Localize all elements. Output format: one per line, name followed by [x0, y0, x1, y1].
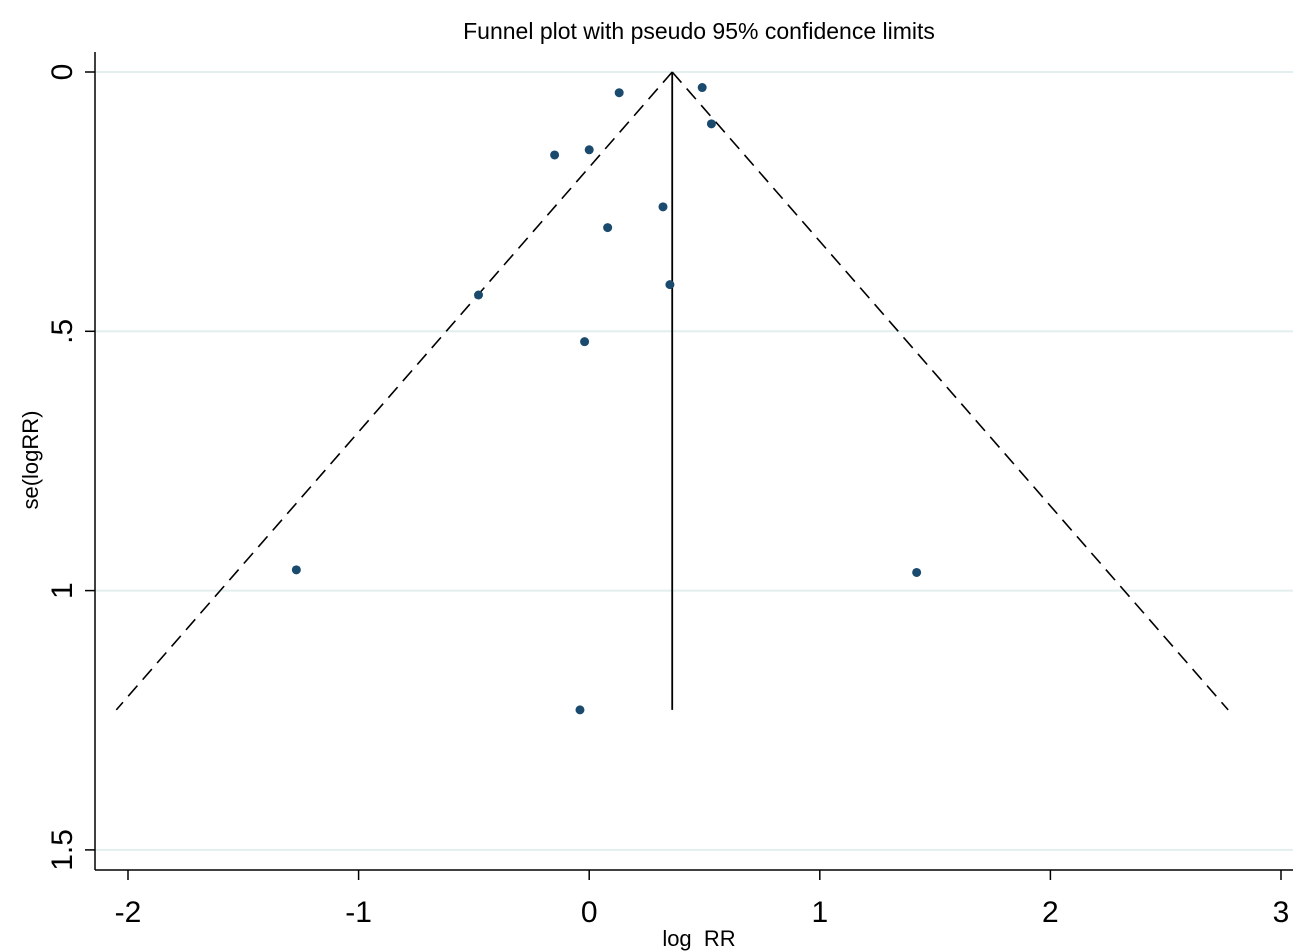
study-point [603, 223, 613, 233]
study-point [665, 280, 675, 290]
study-point [550, 150, 560, 160]
tick-labels: 0 .5 1 1.5 -2 -1 0 1 2 3 [46, 64, 1289, 929]
study-point [912, 567, 922, 577]
x-tick-label: -1 [345, 896, 372, 929]
study-point [575, 705, 585, 715]
axes [85, 52, 1293, 880]
y-tick-label: 1 [46, 582, 79, 599]
study-point [614, 88, 624, 98]
lower-confidence-limit [115, 71, 673, 711]
chart-title: Funnel plot with pseudo 95% confidence l… [463, 18, 935, 44]
x-tick-label: -2 [115, 896, 142, 929]
data-points [291, 83, 922, 715]
study-point [580, 337, 590, 347]
y-tick-label: .5 [46, 319, 79, 344]
y-tick-label: 1.5 [46, 829, 79, 871]
upper-confidence-limit [671, 71, 1229, 711]
x-axis-title: log RR [662, 926, 735, 951]
study-point [584, 145, 594, 155]
grid-lines [95, 71, 1293, 851]
funnel-lines [115, 71, 1229, 711]
x-tick-label: 0 [581, 896, 598, 929]
y-axis-title: se(logRR) [18, 410, 43, 509]
study-point [658, 202, 668, 212]
y-tick-label: 0 [46, 64, 79, 81]
study-point [474, 290, 484, 300]
study-point [697, 83, 707, 93]
x-tick-label: 3 [1273, 896, 1290, 929]
x-tick-label: 1 [811, 896, 828, 929]
study-point [291, 565, 301, 575]
study-point [706, 119, 716, 129]
x-tick-label: 2 [1042, 896, 1059, 929]
